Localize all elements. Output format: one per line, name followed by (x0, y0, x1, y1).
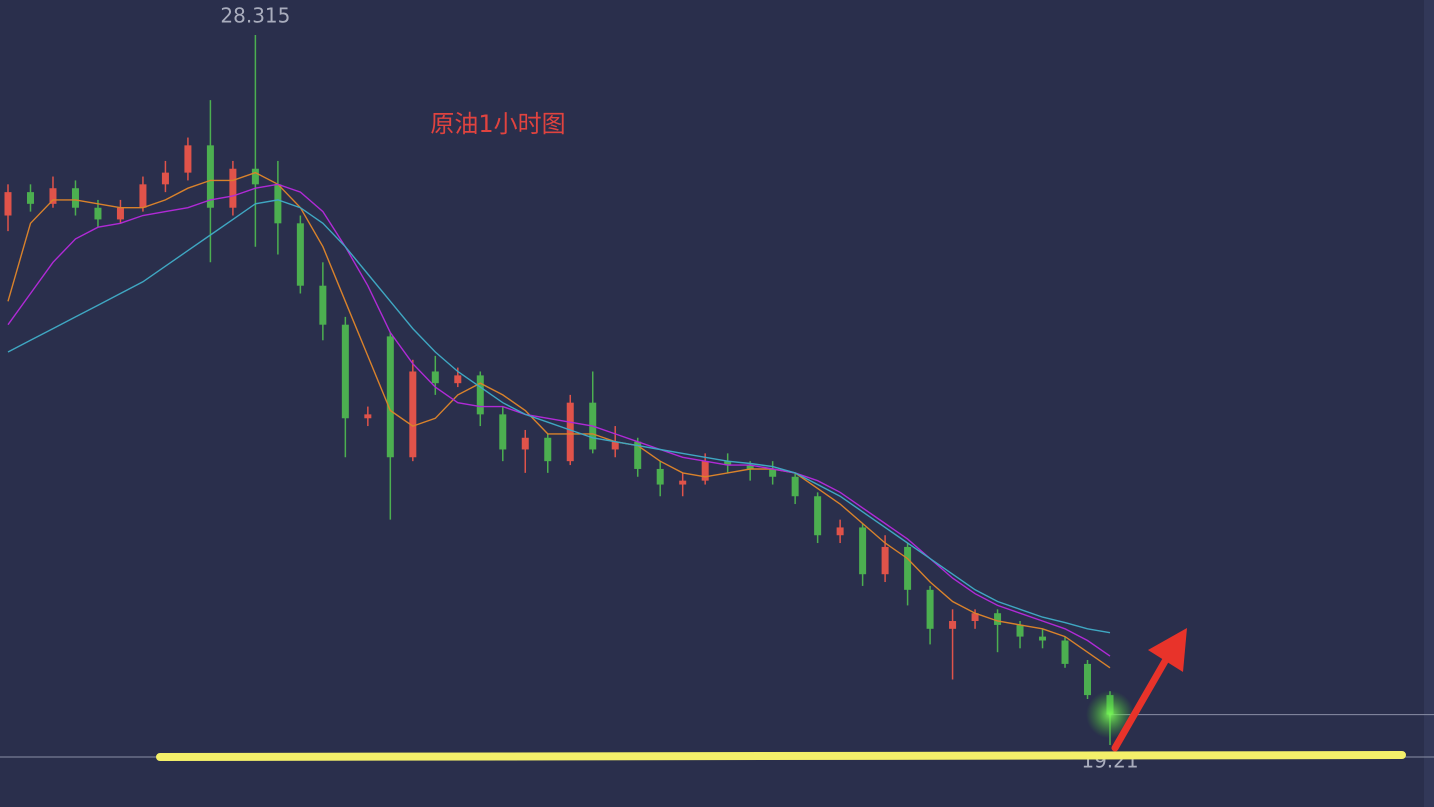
candle-body (364, 414, 372, 419)
candle-body (814, 496, 822, 536)
candle-body (341, 324, 349, 419)
candle-body (26, 192, 34, 204)
candle-body (71, 188, 79, 208)
candle-body (1016, 624, 1024, 637)
candle-body (724, 461, 732, 466)
candle-body (611, 441, 619, 450)
last-price-glow (1086, 690, 1134, 739)
candle-body (229, 168, 237, 208)
candle-body (476, 375, 484, 415)
candle-body (949, 621, 957, 629)
max-label: 28.315 (220, 4, 290, 28)
candle-body (116, 207, 124, 220)
candle-body (1084, 663, 1092, 696)
candle-body (206, 145, 214, 208)
candle-body (94, 207, 102, 220)
candle-body (499, 414, 507, 450)
candle-body (521, 437, 529, 450)
candle-body (409, 371, 417, 458)
candle-body (746, 465, 754, 469)
arrow-shaft (1111, 652, 1172, 752)
moving-average-line (7, 199, 1111, 634)
candle-body (1039, 636, 1047, 641)
candle-body (769, 468, 777, 477)
candle-body (881, 546, 889, 575)
candle-body (994, 613, 1002, 625)
candle-body (49, 188, 57, 204)
candle-body (4, 192, 12, 216)
candle-body (274, 184, 282, 224)
candle-body (1061, 640, 1069, 664)
candle-body (971, 613, 979, 622)
candle-body (904, 546, 912, 590)
candle-body (319, 285, 327, 325)
candle-body (634, 441, 642, 469)
candle-body (544, 437, 552, 462)
candle-body (139, 184, 147, 208)
support-line (156, 751, 1406, 761)
arrow-head (1148, 628, 1187, 672)
moving-average-line (7, 171, 1111, 669)
candle-body (656, 468, 664, 485)
candle-body (431, 371, 439, 384)
candle-body (251, 168, 259, 185)
candle-body (836, 527, 844, 536)
candle-body (791, 476, 799, 497)
candle-body (454, 375, 462, 384)
candle-body (184, 145, 192, 173)
candle-body (161, 172, 169, 185)
candle-body (859, 527, 867, 575)
candle-body (296, 223, 304, 286)
candle-body (566, 402, 574, 462)
candle-body (679, 480, 687, 485)
candle-body (701, 461, 709, 481)
right-edge (1424, 0, 1434, 807)
candle-body (926, 589, 934, 629)
candle-body (386, 336, 394, 458)
chart-title: 原油1小时图 (430, 110, 565, 138)
